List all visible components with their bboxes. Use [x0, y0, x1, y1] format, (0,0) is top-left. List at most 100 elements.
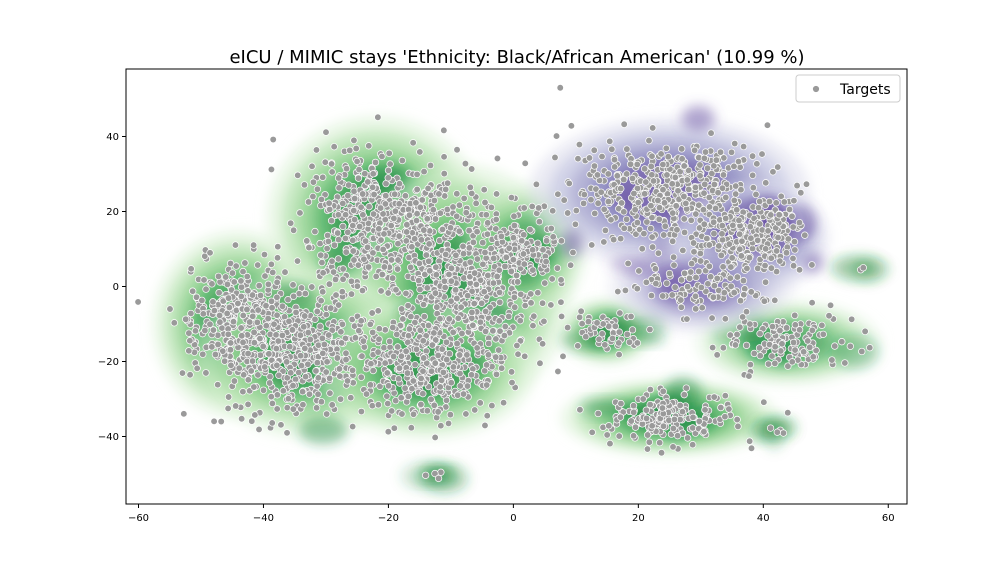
data-point	[295, 368, 303, 377]
data-point	[350, 187, 358, 195]
data-point	[304, 360, 312, 368]
data-point	[298, 388, 307, 396]
data-point	[513, 341, 521, 350]
data-point	[802, 180, 811, 188]
data-point	[360, 255, 368, 263]
data-point	[299, 401, 307, 409]
data-point	[511, 303, 519, 311]
data-point	[364, 263, 373, 271]
data-point	[375, 225, 383, 233]
data-point	[453, 146, 461, 154]
data-point	[364, 219, 373, 227]
data-point	[698, 304, 706, 312]
data-point	[384, 382, 393, 390]
x-tick-label: 60	[882, 513, 895, 524]
x-axis: −60 −40 −20 0 20 40 60	[128, 504, 895, 524]
data-point	[594, 199, 602, 207]
data-point	[645, 438, 653, 446]
data-point	[771, 359, 779, 368]
data-point	[224, 393, 233, 401]
data-point	[237, 277, 245, 285]
data-point	[455, 351, 464, 359]
data-point	[339, 275, 347, 283]
data-point	[318, 258, 326, 267]
data-point	[655, 439, 664, 447]
data-point	[412, 345, 421, 353]
data-point	[409, 139, 417, 147]
data-point	[369, 183, 377, 191]
data-point	[569, 248, 577, 257]
data-point	[554, 190, 562, 198]
data-point	[330, 143, 338, 151]
data-point	[549, 233, 557, 241]
data-point	[672, 202, 680, 210]
data-point	[695, 201, 703, 209]
data-point	[249, 241, 258, 249]
data-point	[308, 162, 316, 170]
data-point	[253, 318, 261, 327]
data-point	[710, 218, 718, 226]
data-point	[473, 228, 481, 236]
data-point	[337, 328, 345, 336]
data-point	[483, 412, 491, 420]
data-point	[265, 350, 273, 358]
data-point	[695, 267, 703, 276]
data-point	[374, 113, 382, 121]
data-point	[691, 183, 700, 192]
data-point	[225, 303, 234, 312]
data-point	[347, 394, 355, 402]
data-point	[727, 263, 735, 271]
data-point	[429, 206, 437, 214]
data-point	[256, 291, 265, 300]
data-point	[688, 441, 697, 449]
data-point	[251, 411, 259, 419]
data-point	[313, 382, 321, 390]
data-point	[534, 289, 542, 297]
data-point	[722, 214, 730, 223]
data-point	[520, 231, 528, 239]
data-point	[483, 381, 491, 389]
data-point	[590, 162, 599, 170]
data-point	[300, 181, 309, 189]
data-point	[708, 314, 716, 322]
data-point	[611, 322, 619, 330]
data-point	[403, 228, 411, 236]
data-point	[395, 232, 403, 240]
data-point	[210, 306, 219, 315]
data-point	[218, 324, 226, 332]
data-point	[755, 197, 764, 206]
data-point	[214, 272, 223, 281]
data-point	[789, 223, 797, 231]
data-point	[747, 444, 756, 452]
data-point	[745, 254, 754, 262]
data-point	[402, 289, 410, 298]
data-point	[649, 177, 658, 185]
data-point	[350, 215, 359, 224]
data-point	[405, 325, 414, 333]
data-point	[342, 164, 351, 173]
data-point	[286, 343, 294, 351]
data-point	[273, 254, 282, 262]
data-point	[423, 215, 431, 223]
data-point	[234, 299, 242, 308]
data-point	[381, 326, 389, 334]
data-point	[495, 288, 504, 297]
data-point	[437, 422, 445, 430]
data-point	[495, 346, 503, 354]
data-point	[431, 359, 439, 367]
data-point	[178, 369, 187, 377]
data-point	[274, 337, 282, 345]
data-point	[617, 199, 626, 207]
data-point	[319, 349, 327, 357]
data-point	[471, 269, 479, 277]
data-point	[481, 248, 489, 257]
data-point	[239, 267, 247, 276]
data-point	[662, 144, 670, 152]
data-point	[717, 403, 725, 412]
data-point	[375, 325, 383, 333]
x-tick-label: 40	[757, 513, 770, 524]
data-point	[359, 190, 367, 198]
data-point	[438, 225, 447, 234]
data-point	[199, 350, 207, 358]
data-point	[409, 377, 417, 385]
